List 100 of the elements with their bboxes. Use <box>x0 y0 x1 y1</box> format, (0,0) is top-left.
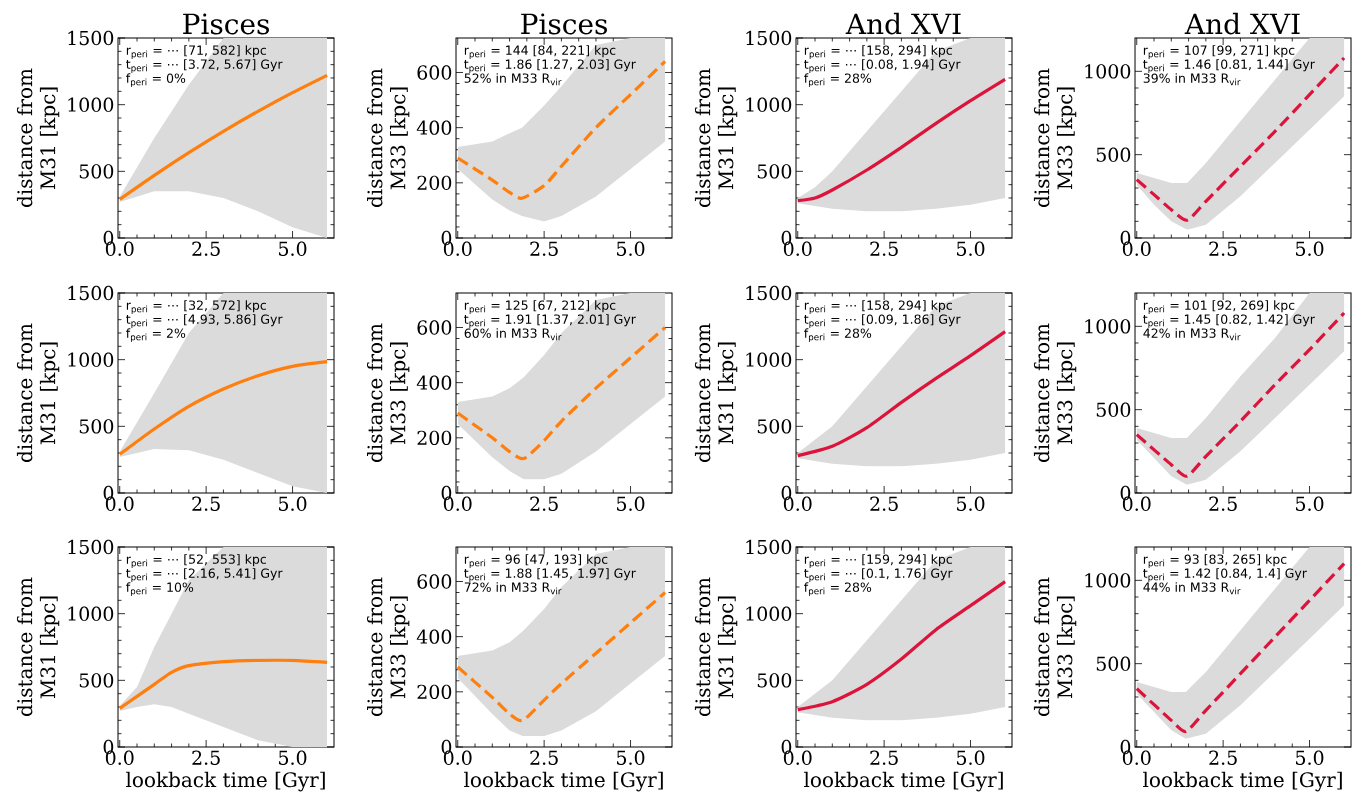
x-tick-label: 2.5 <box>1209 496 1237 511</box>
y-tick-label: 600 <box>417 65 452 80</box>
y-axis-title: distance from M31 [kpc] <box>694 323 738 462</box>
y-tick-label: 1000 <box>746 97 792 112</box>
y-tick-label: 1000 <box>68 606 114 621</box>
x-tick-label: 2.5 <box>192 241 220 256</box>
x-tick-label: 5.0 <box>617 750 645 765</box>
y-axis-title: distance from M33 [kpc] <box>1033 68 1077 207</box>
annotation: t$_{peri}$ = ⋯ [2.16, 5.41] Gyr <box>126 568 283 583</box>
x-tick-label: 5.0 <box>279 496 307 511</box>
x-tick-label: 5.0 <box>279 241 307 256</box>
annotation: f$_{peri}$ = 28% <box>804 328 872 343</box>
x-axis-title: lookback time [Gyr] <box>464 771 663 792</box>
y-tick-label: 200 <box>417 175 452 191</box>
chart-title: Pisces <box>521 13 607 35</box>
y-tick-label: 500 <box>757 164 792 179</box>
annotation: 60% in M33 R$_{vir}$ <box>464 328 562 341</box>
annotation: r$_{peri}$ = ⋯ [158, 294] kpc <box>804 45 952 60</box>
annotation: t$_{peri}$ = ⋯ [0.1, 1.76] Gyr <box>804 568 953 583</box>
x-tick-label: 2.5 <box>1209 750 1237 765</box>
y-axis-title: distance from M33 [kpc] <box>1033 323 1077 462</box>
y-tick-label: 500 <box>1096 147 1131 162</box>
annotation: f$_{peri}$ = 28% <box>804 582 872 597</box>
annotation: r$_{peri}$ = 125 [67, 212] kpc <box>464 300 616 315</box>
x-tick-label: 5.0 <box>279 750 307 765</box>
annotation: f$_{peri}$ = 2% <box>126 328 186 343</box>
annotation: t$_{peri}$ = 1.91 [1.37, 2.01] Gyr <box>464 314 636 329</box>
annotation: f$_{peri}$ = 0% <box>126 73 186 88</box>
annotation: r$_{peri}$ = ⋯ [71, 582] kpc <box>126 45 266 60</box>
y-axis-title: distance from M31 [kpc] <box>694 68 738 207</box>
annotation: r$_{peri}$ = 107 [99, 271] kpc <box>1143 45 1295 60</box>
chart-title: And XVI <box>1184 12 1300 35</box>
x-tick-label: 2.5 <box>192 496 220 511</box>
x-axis-title: lookback time [Gyr] <box>126 771 325 792</box>
annotation: r$_{peri}$ = ⋯ [52, 553] kpc <box>126 554 266 569</box>
annotation: t$_{peri}$ = ⋯ [4.93, 5.86] Gyr <box>126 314 283 329</box>
annotation: r$_{peri}$ = ⋯ [159, 294] kpc <box>804 554 952 569</box>
line-series <box>118 658 329 710</box>
x-tick-label: 5.0 <box>957 750 985 765</box>
y-tick-label: 1000 <box>68 97 114 112</box>
y-tick-label: 1500 <box>68 30 114 46</box>
y-axis-title: distance from M33 [kpc] <box>366 68 410 207</box>
line-series <box>456 59 667 200</box>
annotation: r$_{peri}$ = 101 [92, 269] kpc <box>1143 300 1295 315</box>
x-tick-label: 5.0 <box>1296 496 1324 511</box>
y-tick-label: 200 <box>417 430 452 446</box>
y-axis-title: distance from M31 [kpc] <box>16 323 60 462</box>
x-tick-label: 5.0 <box>957 241 985 256</box>
y-axis-title: distance from M33 [kpc] <box>366 577 410 716</box>
y-tick-label: 1000 <box>1085 319 1131 334</box>
y-tick-label: 500 <box>79 164 114 179</box>
y-tick-label: 1500 <box>746 30 792 46</box>
x-tick-label: 2.5 <box>1209 241 1237 256</box>
x-tick-label: 5.0 <box>617 241 645 256</box>
y-tick-label: 1000 <box>1085 573 1131 588</box>
x-tick-label: 2.5 <box>870 496 898 511</box>
y-tick-label: 1000 <box>746 352 792 367</box>
y-tick-label: 500 <box>1096 402 1131 417</box>
chart-title: Pisces <box>183 13 269 35</box>
annotation: r$_{peri}$ = ⋯ [32, 572] kpc <box>126 300 266 315</box>
y-tick-label: 1000 <box>746 606 792 621</box>
x-axis-title: lookback time [Gyr] <box>804 771 1003 792</box>
annotation: r$_{peri}$ = 144 [84, 221] kpc <box>464 45 616 60</box>
annotation: r$_{peri}$ = ⋯ [158, 294] kpc <box>804 300 952 315</box>
annotation: 42% in M33 R$_{vir}$ <box>1143 328 1241 341</box>
annotation: t$_{peri}$ = 1.46 [0.81, 1.44] Gyr <box>1143 59 1315 74</box>
y-tick-label: 1500 <box>746 539 792 555</box>
x-tick-label: 5.0 <box>617 496 645 511</box>
annotation: t$_{peri}$ = ⋯ [0.09, 1.86] Gyr <box>804 314 961 329</box>
annotation: t$_{peri}$ = 1.42 [0.84, 1.4] Gyr <box>1143 568 1307 583</box>
y-tick-label: 400 <box>416 629 452 644</box>
y-tick-label: 1500 <box>68 285 114 301</box>
annotation: 44% in M33 R$_{vir}$ <box>1143 582 1241 595</box>
y-tick-label: 600 <box>417 320 452 335</box>
x-tick-label: 5.0 <box>957 496 985 511</box>
x-tick-label: 5.0 <box>1296 750 1324 765</box>
annotation: t$_{peri}$ = 1.88 [1.45, 1.97] Gyr <box>464 568 636 583</box>
y-axis-title: distance from M33 [kpc] <box>1033 577 1077 716</box>
y-axis-title: distance from M33 [kpc] <box>366 323 410 462</box>
y-tick-label: 200 <box>417 684 452 700</box>
y-tick-label: 1500 <box>68 539 114 555</box>
y-tick-label: 500 <box>79 419 114 434</box>
x-tick-label: 2.5 <box>870 241 898 256</box>
y-tick-label: 500 <box>79 673 114 688</box>
annotation: 39% in M33 R$_{vir}$ <box>1143 73 1241 86</box>
annotation: 52% in M33 R$_{vir}$ <box>464 73 562 86</box>
y-tick-label: 500 <box>757 673 792 688</box>
y-tick-label: 1000 <box>1085 64 1131 79</box>
y-axis-title: distance from M31 [kpc] <box>16 68 60 207</box>
chart-title: And XVI <box>845 12 961 35</box>
y-tick-label: 600 <box>417 574 452 589</box>
annotation: f$_{peri}$ = 28% <box>804 73 872 88</box>
y-tick-label: 1500 <box>746 285 792 301</box>
line-series <box>118 360 329 456</box>
x-tick-label: 2.5 <box>530 496 558 511</box>
x-tick-label: 2.5 <box>530 750 558 765</box>
annotation: t$_{peri}$ = ⋯ [0.08, 1.94] Gyr <box>804 59 961 74</box>
annotation: r$_{peri}$ = 96 [47, 193] kpc <box>464 554 608 569</box>
x-tick-label: 5.0 <box>1296 241 1324 256</box>
y-tick-label: 500 <box>757 419 792 434</box>
